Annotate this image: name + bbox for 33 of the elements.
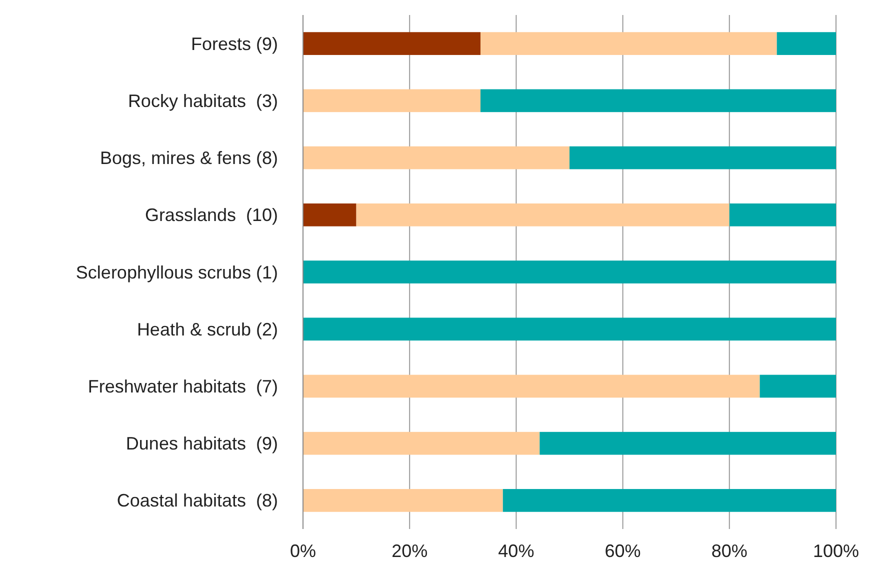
y-tick-label: Bogs, mires & fens (8) [100, 148, 278, 168]
x-tick-label: 20% [392, 541, 428, 561]
bar [540, 432, 836, 455]
bar [303, 318, 836, 341]
bar [303, 489, 503, 512]
y-tick-label: Dunes habitats (9) [126, 434, 278, 454]
y-tick-label: Forests (9) [190, 34, 278, 54]
bar [303, 260, 836, 284]
bar [303, 374, 760, 398]
bar [776, 32, 836, 55]
y-tick-label: Sclerophyllous scrubs (1) [76, 262, 278, 282]
bar [303, 146, 570, 170]
bar [303, 432, 540, 455]
bar [480, 89, 836, 112]
bar [303, 203, 356, 226]
x-tick-label: 100% [812, 541, 860, 561]
y-tick-label: Rocky habitats (3) [128, 90, 278, 111]
bar [760, 374, 836, 398]
y-tick-label: Coastal habitats (8) [116, 490, 278, 511]
y-tick-label: Grasslands (10) [144, 205, 278, 226]
x-tick-label: 80% [711, 541, 748, 561]
x-tick-label: 0% [290, 541, 316, 561]
bar [502, 489, 836, 512]
bar [356, 203, 730, 226]
x-tick-label: 60% [604, 541, 641, 561]
bar [303, 89, 480, 112]
bar [570, 146, 836, 170]
x-tick-label: 40% [498, 541, 534, 561]
bar [729, 203, 836, 226]
y-tick-label: Heath & scrub (2) [136, 319, 278, 340]
bar [303, 32, 480, 55]
y-tick-label: Freshwater habitats (7) [88, 376, 278, 397]
bar [480, 32, 777, 55]
